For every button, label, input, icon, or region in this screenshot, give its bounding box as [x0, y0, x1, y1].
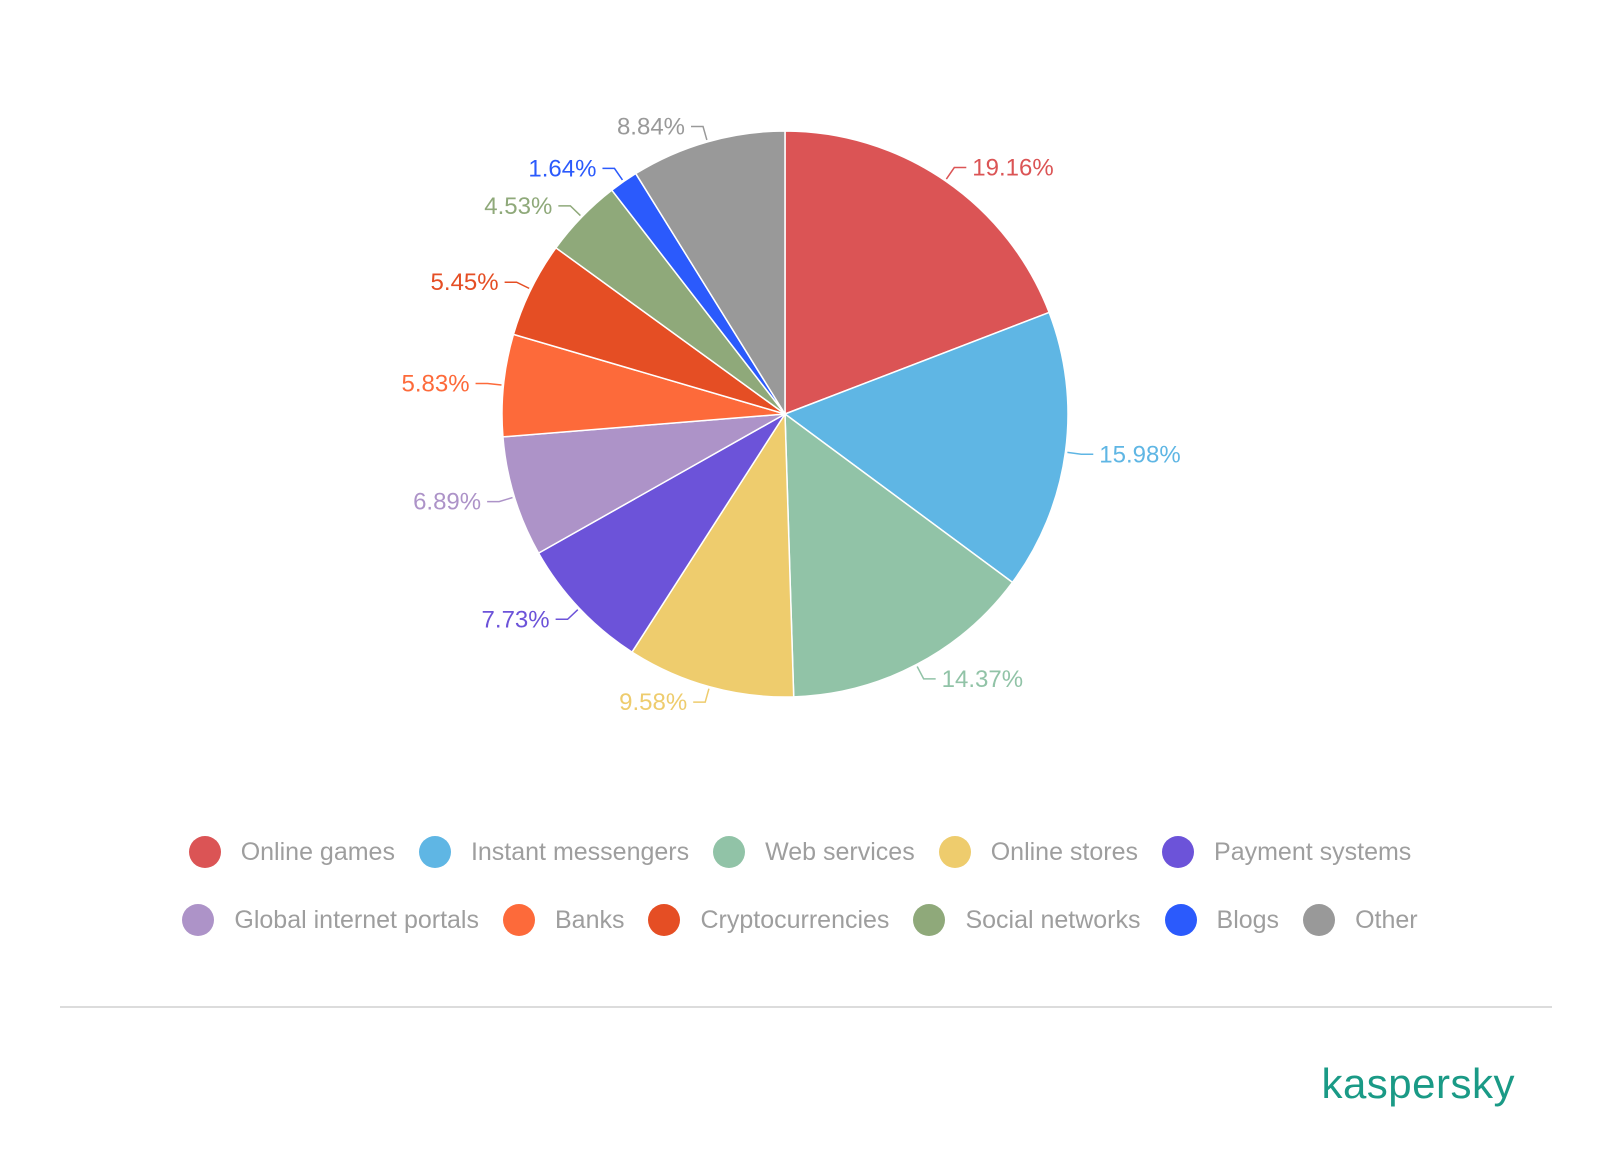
legend-item-social-networks: Social networks: [913, 904, 1141, 936]
legend-swatch: [503, 904, 535, 936]
legend-item-blogs: Blogs: [1164, 904, 1280, 936]
pct-label-social-networks: 4.53%: [484, 193, 552, 220]
pie-slices: [501, 130, 1069, 698]
legend-label: Instant messengers: [470, 837, 690, 866]
legend-label: Global internet portals: [234, 905, 479, 934]
leader-line-global-internet-portals: [487, 496, 513, 503]
pct-label-online-stores: 9.58%: [619, 689, 687, 716]
legend-swatch: [648, 904, 681, 936]
leader-line-blogs: [602, 167, 624, 181]
legend-swatch: [913, 904, 946, 936]
leader-line-cryptocurrencies: [504, 281, 530, 290]
legend-row-2: Global internet portals Banks Cryptocurren…: [0, 900, 1600, 940]
legend-swatch: [938, 836, 971, 868]
leader-line-social-networks: [558, 205, 581, 217]
pct-label-online-games: 19.16%: [972, 155, 1053, 182]
pct-label-web-services: 14.37%: [942, 666, 1023, 693]
legend-item-web-services: Web services: [713, 836, 915, 868]
leader-line-payment-systems: [555, 609, 579, 621]
pie-percentage-labels: 19.16% 15.98% 14.37% 9.58% 7.73% 6.89% 5.83% 5.…: [401, 113, 1180, 716]
legend-item-global-internet-portals: Global internet portals: [182, 904, 479, 936]
legend-row-1: Online games Instant messengers Web servic…: [0, 832, 1600, 872]
leader-line-online-stores: [693, 688, 710, 703]
legend-swatch: [188, 836, 221, 868]
divider: [60, 1006, 1552, 1008]
pct-label-instant-messengers: 15.98%: [1099, 441, 1180, 468]
pct-label-cryptocurrencies: 5.45%: [431, 269, 499, 296]
legend-swatch: [182, 904, 215, 936]
leader-line-banks: [475, 382, 502, 386]
legend-label: Social networks: [965, 905, 1141, 934]
slice-online-stores: [630, 411, 795, 698]
kaspersky-logo: kaspersky: [1321, 1060, 1515, 1107]
slice-web-services: [784, 412, 1014, 698]
legend-item-other: Other: [1303, 904, 1418, 936]
pct-label-global-internet-portals: 6.89%: [413, 489, 481, 516]
legend-item-cryptocurrencies: Cryptocurrencies: [648, 904, 889, 936]
legend-item-online-games: Online games: [188, 836, 395, 868]
legend-swatch: [713, 836, 746, 868]
pct-label-other: 8.84%: [617, 113, 685, 140]
label-leader-lines: [475, 125, 1094, 703]
legend-label: Payment systems: [1214, 837, 1412, 866]
legend-item-instant-messengers: Instant messengers: [418, 836, 690, 868]
pct-label-banks: 5.83%: [401, 371, 469, 398]
leader-line-online-games: [945, 166, 967, 180]
legend-swatch: [418, 836, 451, 868]
legend-label: Online games: [240, 837, 395, 866]
leader-line-web-services: [916, 666, 936, 680]
legend-item-payment-systems: Payment systems: [1162, 836, 1411, 868]
slice-global-internet-portals: [502, 413, 786, 555]
pie-chart: 19.16% 15.98% 14.37% 9.58% 7.73% 6.89% 5.83% 5.…: [401, 113, 1180, 716]
legend-swatch: [1162, 836, 1195, 868]
pct-label-blogs: 1.64%: [528, 155, 596, 182]
legend-label: Banks: [555, 905, 625, 934]
slice-online-games: [784, 130, 1051, 416]
pct-label-payment-systems: 7.73%: [482, 606, 550, 633]
slice-payment-systems: [537, 413, 786, 654]
legend-item-online-stores: Online stores: [938, 836, 1139, 868]
slice-other: [634, 130, 786, 417]
legend-swatch: [1303, 904, 1336, 936]
leader-line-other: [691, 125, 708, 141]
leader-line-instant-messengers: [1067, 451, 1094, 456]
slice-instant-messengers: [783, 311, 1069, 584]
legend-swatch: [1164, 904, 1197, 936]
legend-item-banks: Banks: [503, 904, 624, 936]
legend-label: Blogs: [1216, 905, 1280, 934]
legend-label: Other: [1355, 905, 1418, 934]
legend-label: Online stores: [990, 837, 1139, 866]
legend-label: Cryptocurrencies: [700, 905, 890, 934]
legend-label: Web services: [765, 837, 915, 866]
